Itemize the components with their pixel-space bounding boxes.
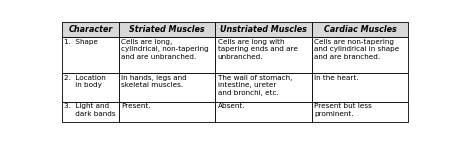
Text: The wall of stomach,
intestine, ureter
and bronchi, etc.: The wall of stomach, intestine, ureter a… <box>218 75 292 96</box>
Bar <box>62 102 119 122</box>
Text: Cardiac Muscles: Cardiac Muscles <box>324 25 397 34</box>
Bar <box>62 73 119 102</box>
Bar <box>312 73 409 102</box>
Text: Present but less
prominent.: Present but less prominent. <box>314 103 372 117</box>
Bar <box>119 73 216 102</box>
Bar <box>216 102 312 122</box>
Bar <box>119 37 216 73</box>
Bar <box>312 102 409 122</box>
Text: Cells are long with
tapering ends and are
unbranched.: Cells are long with tapering ends and ar… <box>218 39 298 60</box>
Bar <box>119 22 216 37</box>
Bar <box>62 37 119 73</box>
Bar <box>62 22 119 37</box>
Bar <box>216 22 312 37</box>
Text: In the heart.: In the heart. <box>314 75 359 81</box>
Text: 2.  Location
     in body: 2. Location in body <box>64 75 106 88</box>
Bar <box>119 102 216 122</box>
Text: Cells are long,
cylindrical, non-tapering
and are unbranched.: Cells are long, cylindrical, non-taperin… <box>121 39 209 60</box>
Text: Striated Muscles: Striated Muscles <box>129 25 205 34</box>
Text: Absent.: Absent. <box>218 103 245 109</box>
Text: Unstriated Muscles: Unstriated Muscles <box>220 25 307 34</box>
Bar <box>312 22 409 37</box>
Text: 1.  Shape: 1. Shape <box>64 39 99 45</box>
Text: Cells are non-tapering
and cylindrical in shape
and are branched.: Cells are non-tapering and cylindrical i… <box>314 39 400 60</box>
Text: In hands, legs and
skeletal muscles.: In hands, legs and skeletal muscles. <box>121 75 187 88</box>
Bar <box>216 37 312 73</box>
Text: Present.: Present. <box>121 103 151 109</box>
Text: 3.  Light and
     dark bands: 3. Light and dark bands <box>64 103 116 117</box>
Bar <box>312 37 409 73</box>
Text: Character: Character <box>68 25 113 34</box>
Bar <box>216 73 312 102</box>
